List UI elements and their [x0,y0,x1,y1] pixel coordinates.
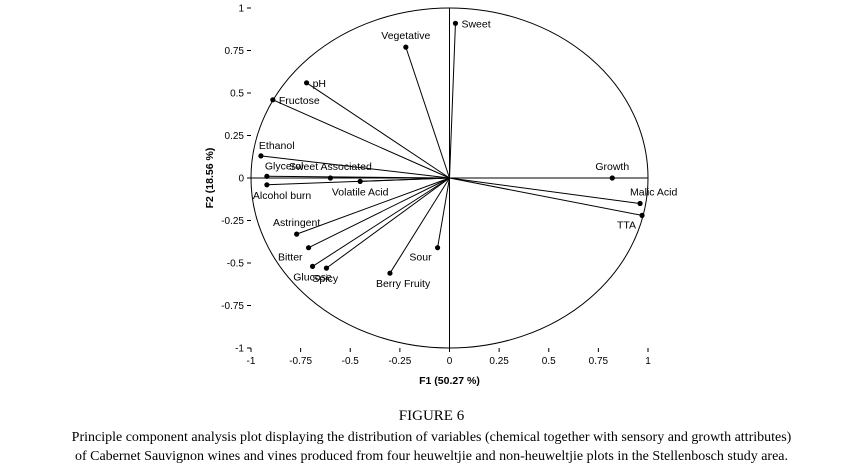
point-sour [434,245,441,251]
x-tick-label: 0 [447,356,453,367]
vector-spicy [326,177,450,269]
label-vegetative: Vegetative [381,30,430,42]
x-tick-label: 1 [645,356,651,367]
point-ph [303,80,310,86]
point-growth [609,175,615,181]
vector-fructose [272,99,450,179]
vector-bitter [308,177,450,249]
plot-axes: -1 -0.75 -0.5 -0.25 0 0.25 0.5 0.75 1 1 0.75 0.5 0.2… [221,4,651,368]
vector-ethanol [260,155,450,179]
figure-title: FIGURE 6 [398,408,465,424]
y-tick-label: 0.5 [230,89,244,100]
label-glycerol: Glycerol [265,160,304,172]
label-ethanol: Ethanol [259,140,295,152]
label-alcohol-burn: Alcohol burn [253,190,312,202]
label-fructose: Fructose [279,95,320,107]
label-sour: Sour [409,252,432,264]
y-axis-title: F2 (18.56 %) [204,148,216,209]
x-tick-label: -1 [247,356,256,367]
point-bitter [305,245,312,251]
vector-alcohol-burn [266,177,450,186]
point-astringent [294,231,300,237]
vector-ph [306,82,450,179]
figure-caption-line-1: Principle component analysis plot displa… [71,430,792,445]
label-sweet: Sweet [461,18,490,30]
label-glucose: Glucose [293,271,332,283]
x-tick-label: -0.5 [342,356,360,367]
vector-glucose [312,177,450,267]
y-tick-label: -0.5 [227,259,245,270]
figure-caption-line-2: of Cabernet Sauvignon wines and vines pr… [74,449,789,464]
variable-labels: Sweet Vegetative pH Fructose Ethanol Glycerol… [253,18,678,290]
y-tick-label: 1 [238,4,244,15]
x-tick-label: 0.75 [589,356,609,367]
point-malic-acid [637,200,643,207]
label-tta: TTA [617,219,636,231]
y-tick-label: -1 [235,344,244,355]
y-tick-label: 0.25 [225,131,245,142]
vector-sour [437,177,450,248]
x-axis-title: F1 (50.27 %) [419,375,480,387]
y-tick-label: 0 [238,174,244,185]
point-alcohol-burn [264,182,270,188]
vector-sweet [449,23,456,179]
vector-malic-acid [449,177,641,204]
x-tick-label: -0.25 [388,356,411,367]
point-vegetative [403,44,409,50]
point-tta [639,212,645,218]
x-tick-label: 0.25 [489,356,509,367]
label-spicy: Spicy [312,273,338,285]
vector-vegetative [405,46,450,179]
label-bitter: Bitter [278,252,303,264]
label-ph: pH [313,78,326,90]
label-volatile-acid: Volatile Acid [332,186,389,198]
vector-astringent [296,177,450,235]
vector-berry-fruity [389,177,450,274]
figure-caption: Principle component analysis plot displa… [0,428,863,466]
pca-biplot: -1 -0.75 -0.5 -0.25 0 0.25 0.5 0.75 1 1 0.75 0.5 0.2… [204,4,678,388]
point-sweet [452,20,459,26]
point-glycerol [264,173,270,179]
y-tick-label: -0.25 [221,216,244,227]
point-sweet-associated [327,175,333,181]
label-growth: Growth [595,161,629,173]
vector-tta [449,177,643,216]
label-malic-acid: Malic Acid [630,187,677,199]
point-ethanol [258,153,264,159]
correlation-circle [250,7,649,349]
point-spicy [323,265,330,271]
y-tick-label: 0.75 [225,46,245,57]
point-berry-fruity [387,270,393,276]
label-sweet-associated: Sweet Associated [289,161,372,173]
y-tick-label: -0.75 [221,301,244,312]
x-tick-label: 0.5 [542,356,556,367]
point-glucose [309,263,316,269]
x-tick-label: -0.75 [289,356,312,367]
label-berry-fruity: Berry Fruity [376,278,431,290]
point-fructose [270,97,276,103]
label-astringent: Astringent [273,217,320,229]
variable-vectors [258,20,645,276]
